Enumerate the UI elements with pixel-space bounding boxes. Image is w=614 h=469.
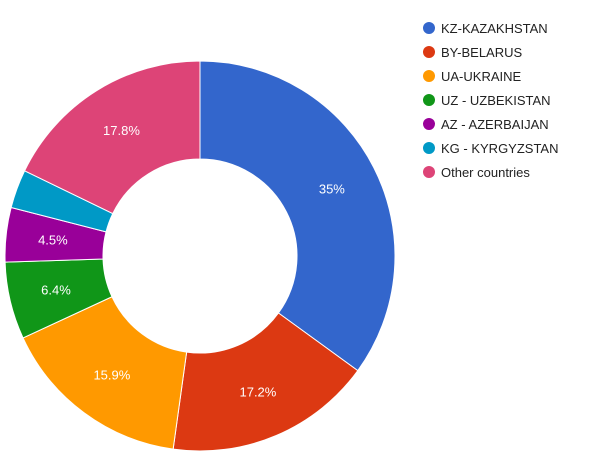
legend-item-kg-kyrgyzstan[interactable]: KG - KYRGYZSTAN (423, 136, 559, 160)
legend-swatch (423, 46, 435, 58)
legend-label: Other countries (441, 164, 530, 180)
legend-label: BY-BELARUS (441, 44, 523, 60)
slices-group (4, 60, 396, 452)
legend-item-ua-ukraine[interactable]: UA-UKRAINE (423, 64, 559, 88)
legend-item-az-azerbaijan[interactable]: AZ - AZERBAIJAN (423, 112, 559, 136)
slice-by-belarus[interactable] (172, 312, 359, 452)
legend-item-uz-uzbekistan[interactable]: UZ - UZBEKISTAN (423, 88, 559, 112)
legend-label: UA-UKRAINE (441, 68, 522, 84)
legend-swatch (423, 166, 435, 178)
legend-label: KZ-KAZAKHSTAN (441, 20, 548, 36)
legend-swatch (423, 70, 435, 82)
legend-swatch (423, 94, 435, 106)
slice-ua-ukraine[interactable] (22, 296, 188, 450)
legend-item-by-belarus[interactable]: BY-BELARUS (423, 40, 559, 64)
legend-swatch (423, 142, 435, 154)
legend-swatch (423, 118, 435, 130)
slice-other-countries[interactable] (23, 60, 201, 215)
legend: KZ-KAZAKHSTAN BY-BELARUS UA-UKRAINE UZ - UZ… (423, 16, 559, 184)
slice-label-uz-uzbekistan: 6.4% (41, 283, 71, 298)
slice-labels-group: 35% 17.2% 15.9% 6.4% 4.5% 17.8% (38, 123, 345, 400)
legend-label: KG - KYRGYZSTAN (441, 140, 559, 156)
legend-item-kz-kazakhstan[interactable]: KZ-KAZAKHSTAN (423, 16, 559, 40)
slice-label-kz-kazakhstan: 35% (319, 181, 345, 196)
slice-label-by-belarus: 17.2% (239, 385, 276, 400)
slice-label-ua-ukraine: 15.9% (93, 367, 130, 382)
legend-label: AZ - AZERBAIJAN (441, 116, 549, 132)
legend-item-other-countries[interactable]: Other countries (423, 160, 559, 184)
slice-label-other-countries: 17.8% (103, 123, 140, 138)
legend-label: UZ - UZBEKISTAN (441, 92, 551, 108)
slice-kz-kazakhstan[interactable] (199, 60, 396, 372)
legend-swatch (423, 22, 435, 34)
slice-label-az-azerbaijan: 4.5% (38, 232, 68, 247)
